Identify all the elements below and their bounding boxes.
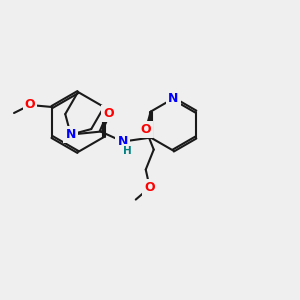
Text: N: N [168, 92, 178, 105]
Text: H: H [123, 146, 132, 156]
Text: O: O [103, 107, 114, 120]
Text: N: N [118, 135, 128, 148]
Text: O: O [140, 123, 151, 136]
Text: O: O [25, 98, 35, 112]
Text: O: O [144, 181, 155, 194]
Text: N: N [66, 128, 76, 141]
